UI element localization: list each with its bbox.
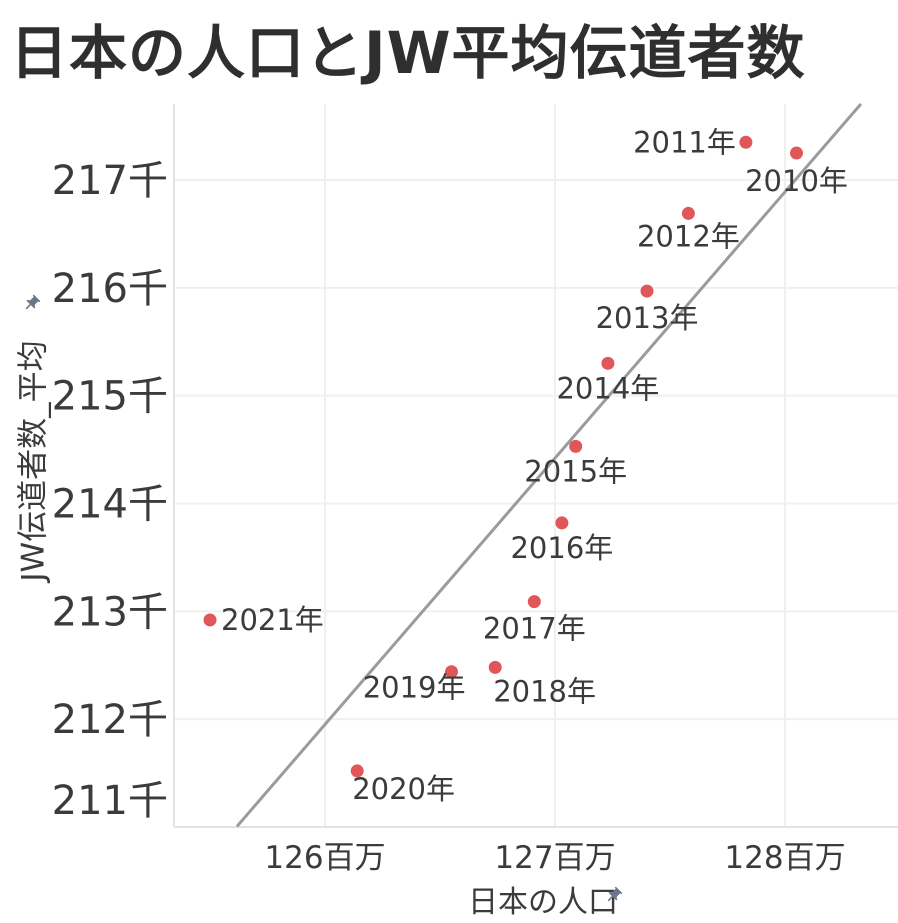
x-tick-label: 126百万 <box>264 840 385 876</box>
data-point[interactable] <box>569 439 583 453</box>
data-point[interactable] <box>601 356 615 370</box>
y-tick-label: 213千 <box>52 589 168 635</box>
point-label: 2021年 <box>221 603 324 637</box>
y-tick-label: 215千 <box>52 374 168 420</box>
data-point[interactable] <box>203 613 217 627</box>
point-label: 2019年 <box>363 671 466 705</box>
trend-line[interactable] <box>235 102 863 828</box>
y-tick-label: 211千 <box>52 778 168 824</box>
y-tick-label: 214千 <box>52 481 168 527</box>
point-label: 2018年 <box>493 674 596 708</box>
data-point[interactable] <box>488 660 502 674</box>
x-tick-label: 128百万 <box>724 840 845 876</box>
data-point[interactable] <box>445 665 458 679</box>
point-label: 2011年 <box>633 125 736 159</box>
data-point[interactable] <box>640 284 654 298</box>
y-axis-title[interactable]: JW伝道者数_平均 <box>15 340 52 582</box>
point-label: 2014年 <box>556 371 659 405</box>
data-point[interactable] <box>739 135 753 149</box>
x-axis-title[interactable]: 日本の人口 <box>468 885 618 920</box>
y-tick-label: 217千 <box>52 158 168 204</box>
point-label: 2017年 <box>483 612 586 646</box>
point-label: 2016年 <box>510 531 613 565</box>
point-label: 2020年 <box>352 772 455 806</box>
point-label: 2015年 <box>524 454 627 488</box>
data-point[interactable] <box>555 516 569 530</box>
y-axis-pin-icon[interactable] <box>22 294 41 313</box>
chart-title: 日本の人口とJW平均伝道者数 <box>10 19 806 87</box>
x-axis-pin-icon[interactable] <box>604 886 623 905</box>
data-point[interactable] <box>350 764 364 778</box>
y-tick-label: 212千 <box>52 697 168 743</box>
y-tick-label: 216千 <box>52 266 168 312</box>
point-label: 2010年 <box>745 164 848 198</box>
x-tick-label: 127百万 <box>494 840 615 876</box>
data-point[interactable] <box>681 206 695 220</box>
point-label: 2013年 <box>596 301 699 335</box>
data-point[interactable] <box>790 146 803 160</box>
data-point[interactable] <box>527 595 541 609</box>
point-label: 2012年 <box>637 219 740 253</box>
